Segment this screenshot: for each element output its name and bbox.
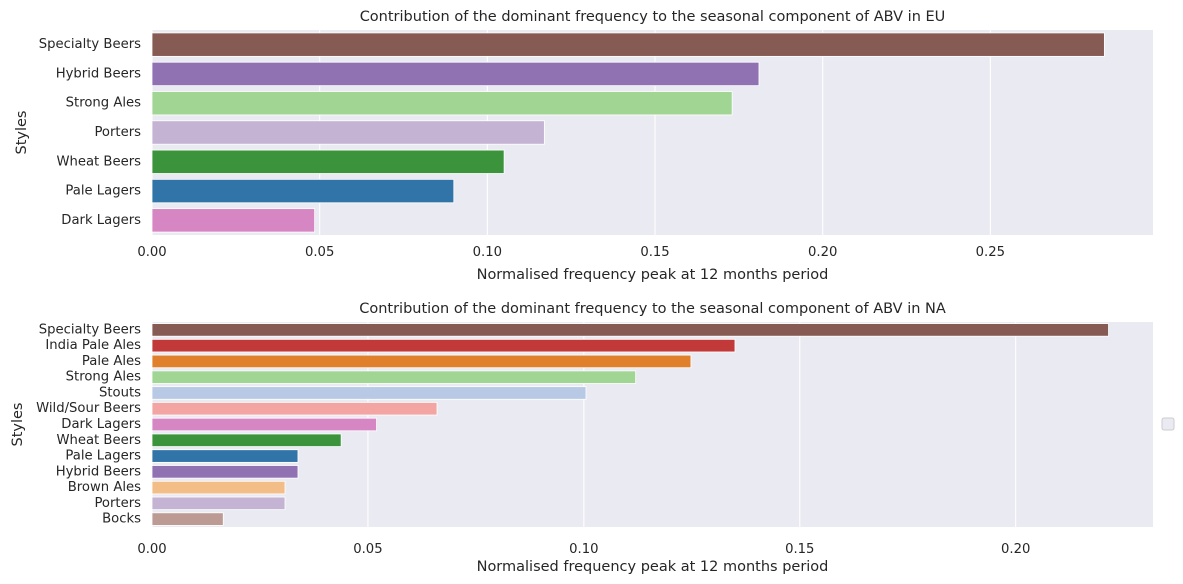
- y-tick-label: Pale Lagers: [65, 449, 141, 464]
- chart-title: Contribution of the dominant frequency t…: [360, 9, 946, 25]
- y-tick-label: Porters: [94, 496, 141, 511]
- x-tick-label: 0.00: [137, 245, 166, 260]
- y-tick-label: Porters: [94, 125, 141, 140]
- bar-pale-lagers: [151, 178, 455, 204]
- bar-hybrid-beers: [151, 61, 760, 87]
- bar-pale-lagers: [151, 449, 299, 463]
- bar-strong-ales: [151, 370, 637, 384]
- x-axis-label: Normalised frequency peak at 12 months p…: [477, 267, 829, 283]
- bar-dark-lagers: [151, 208, 316, 233]
- chart-eu: Specialty Beers Hybrid Beers Strong Ales Po…: [14, 9, 1153, 283]
- y-tick-label: Pale Lagers: [65, 184, 141, 199]
- y-tick-label: Specialty Beers: [39, 37, 141, 52]
- bar-porters: [151, 496, 286, 511]
- y-tick-label: India Pale Ales: [45, 338, 141, 353]
- y-tick-label: Bocks: [102, 512, 141, 527]
- y-tick-label: Brown Ales: [68, 480, 141, 495]
- x-tick-label: 0.20: [808, 245, 837, 260]
- x-tick-label: 0.05: [353, 542, 382, 557]
- y-tick-label: Dark Lagers: [61, 213, 141, 228]
- y-tick-label: Wheat Beers: [56, 433, 141, 448]
- y-tick-label: Wild/Sour Beers: [36, 401, 141, 416]
- y-axis-label: Styles: [10, 403, 26, 447]
- y-tick-label: Wheat Beers: [56, 154, 141, 169]
- bar-specialty-beers: [151, 323, 1109, 337]
- y-tick-label: Stouts: [99, 385, 141, 400]
- x-tick-label: 0.10: [473, 245, 502, 260]
- x-tick-label: 0.20: [1001, 542, 1030, 557]
- x-tick-label: 0.10: [569, 542, 598, 557]
- x-tick-label: 0.15: [785, 542, 814, 557]
- bar-brown-ales: [151, 480, 286, 495]
- y-tick-label: Hybrid Beers: [56, 66, 141, 81]
- bar-stouts: [151, 386, 587, 400]
- y-tick-label: Strong Ales: [66, 96, 141, 111]
- bar-wheat-beers: [151, 149, 505, 174]
- bar-wheat-beers: [151, 433, 342, 447]
- y-tick-label: Hybrid Beers: [56, 464, 141, 479]
- empty-legend-box: [1161, 417, 1175, 431]
- bar-wild-sour-beers: [151, 402, 438, 416]
- x-tick-label: 0.15: [640, 245, 669, 260]
- chart-title: Contribution of the dominant frequency t…: [359, 301, 946, 317]
- bar-hybrid-beers: [151, 465, 299, 479]
- bar-bocks: [151, 512, 224, 526]
- bar-pale-ales: [151, 354, 692, 369]
- bar-specialty-beers: [151, 32, 1105, 57]
- y-tick-label: Dark Lagers: [61, 417, 141, 432]
- x-axis-label: Normalised frequency peak at 12 months p…: [477, 559, 829, 575]
- y-tick-label: Pale Ales: [82, 354, 141, 369]
- x-tick-label: 0.05: [305, 245, 334, 260]
- x-tick-label: 0.25: [976, 245, 1005, 260]
- y-tick-label: Specialty Beers: [39, 322, 141, 337]
- bar-dark-lagers: [151, 417, 377, 432]
- bar-strong-ales: [151, 91, 733, 116]
- y-axis-label: Styles: [14, 111, 30, 155]
- x-tick-label: 0.00: [137, 542, 166, 557]
- bar-porters: [151, 120, 545, 145]
- y-tick-label: Strong Ales: [66, 370, 141, 385]
- bar-india-pale-ales: [151, 338, 736, 353]
